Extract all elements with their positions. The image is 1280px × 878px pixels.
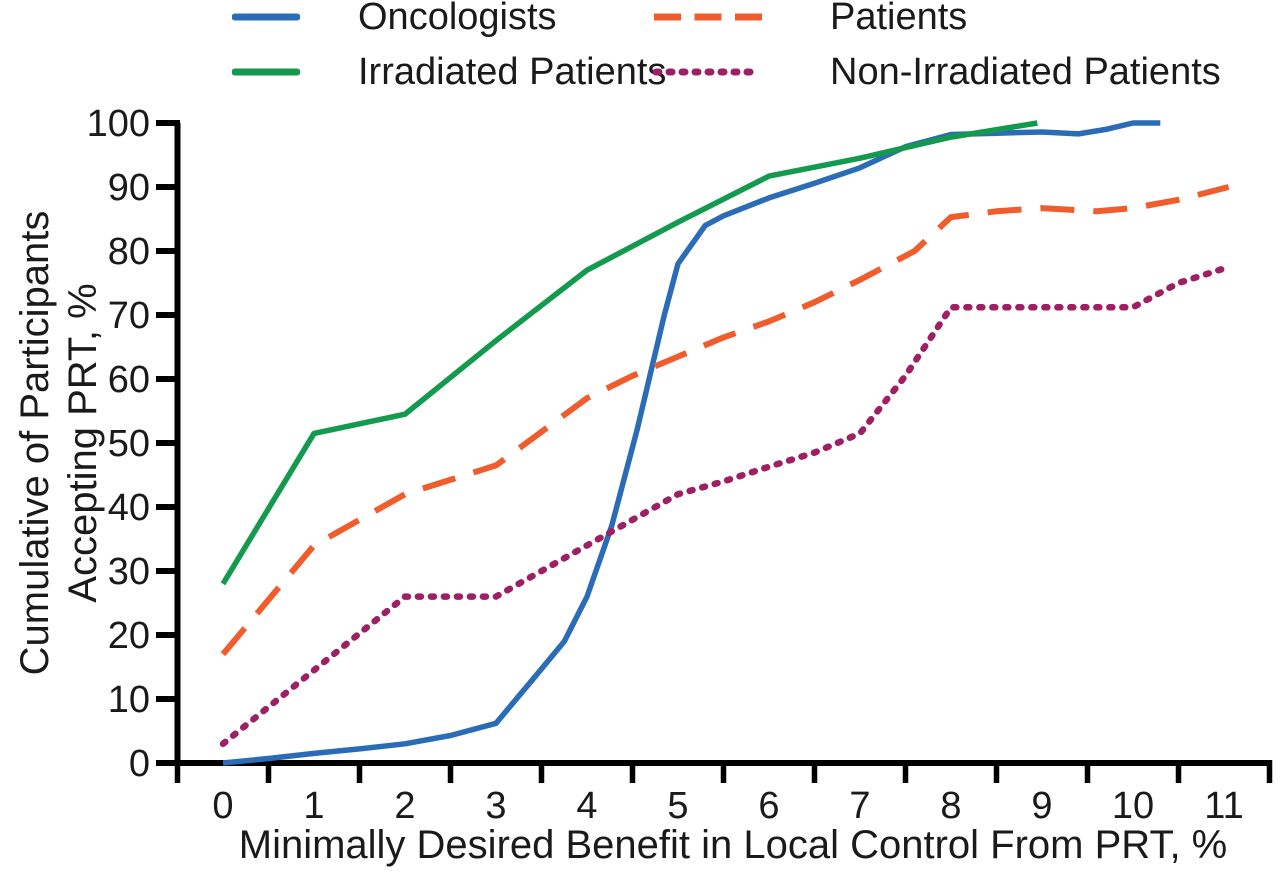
patients-line-swatch-icon (654, 13, 762, 21)
x-tick-label: 10 (1112, 785, 1154, 827)
y-tick-label: 20 (108, 615, 150, 657)
irradiated-patients-line-swatch-icon (232, 68, 300, 76)
y-axis-title-line2: Accepting PRT, % (61, 283, 105, 602)
y-axis-title-line1: Cumulative of Participants (13, 211, 57, 676)
x-tick-label: 2 (394, 785, 415, 827)
legend-label-oncologists: Oncologists (358, 0, 557, 38)
x-tick-label: 6 (758, 785, 779, 827)
x-tick-label: 1 (303, 785, 324, 827)
legend-item-non-irradiated-patients: Non-Irradiated Patients (652, 51, 1221, 93)
y-tick-label: 10 (108, 679, 150, 721)
x-tick-label: 4 (576, 785, 597, 827)
legend-item-patients: Patients (652, 0, 968, 38)
series-non-irradiated-patients (219, 263, 1232, 748)
legend-label-patients: Patients (830, 0, 968, 38)
x-tick-label: 9 (1031, 785, 1052, 827)
series-irradiated-patients (220, 120, 1038, 586)
oncologists-line-swatch-icon (232, 13, 300, 21)
series-patients (220, 184, 1230, 657)
y-tick-label: 40 (108, 487, 150, 529)
non-irradiated-patients-line-swatch-icon (652, 68, 764, 76)
x-tick-label: 3 (485, 785, 506, 827)
y-tick-label: 50 (108, 423, 150, 465)
x-tick-label: 5 (667, 785, 688, 827)
y-tick-label: 80 (108, 231, 150, 273)
y-tick-label: 90 (108, 167, 150, 209)
y-tick-label: 70 (108, 295, 150, 337)
y-tick-label: 30 (108, 551, 150, 593)
y-tick-label: 100 (87, 103, 150, 145)
y-ticks: 0 10 20 30 40 50 60 70 80 90 100 (87, 103, 180, 785)
legend-item-irradiated-patients: Irradiated Patients (232, 51, 667, 93)
series-oncologists (222, 120, 1161, 766)
y-tick-label: 0 (129, 743, 150, 785)
x-tick-label: 0 (212, 785, 233, 827)
x-tick-label: 8 (940, 785, 961, 827)
y-tick-label: 60 (108, 359, 150, 401)
x-tick-label: 7 (849, 785, 870, 827)
legend-label-irradiated-patients: Irradiated Patients (358, 51, 667, 93)
legend-label-non-irradiated-patients: Non-Irradiated Patients (830, 51, 1221, 93)
legend-item-oncologists: Oncologists (232, 0, 557, 38)
axes (174, 123, 1270, 766)
x-tick-label: 11 (1204, 785, 1243, 827)
x-tick-labels: 0 1 2 3 4 5 6 7 8 9 10 11 (212, 785, 1243, 827)
x-ticks (174, 760, 1273, 783)
x-axis-title: Minimally Desired Benefit in Local Contr… (239, 823, 1228, 867)
